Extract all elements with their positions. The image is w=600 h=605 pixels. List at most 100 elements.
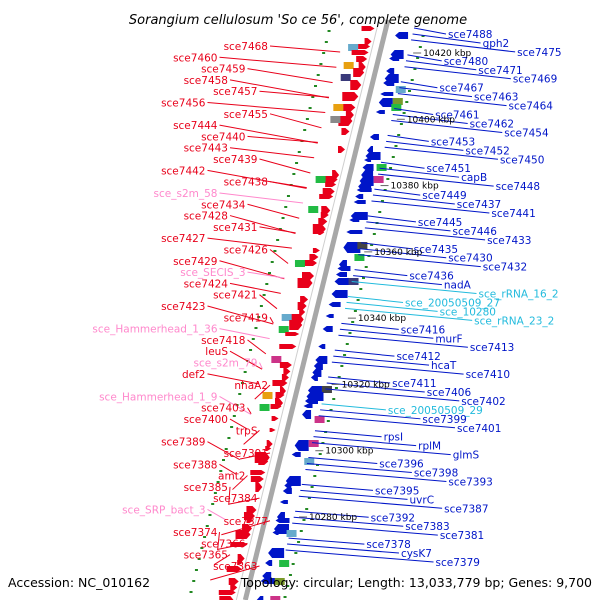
forward-gene-arrow <box>218 590 236 595</box>
tick-mark <box>192 580 196 582</box>
forward-gene-arrow <box>318 230 325 235</box>
right-leader-line <box>334 349 395 357</box>
right-leader-line <box>300 489 408 500</box>
right-leader-line <box>378 173 494 187</box>
right-gene-label: sce7402 <box>461 396 505 408</box>
reverse-gene-arrow <box>378 98 393 107</box>
reverse-gene-arrow <box>364 158 372 162</box>
forward-gene-arrow <box>228 578 239 585</box>
left-leader-line <box>239 452 271 460</box>
reverse-gene-arrow <box>260 578 277 584</box>
left-gene-label: sce7374 <box>173 527 218 539</box>
left-gene-label: sce7439 <box>213 154 257 166</box>
forward-gene-arrow <box>283 368 291 375</box>
tick-mark <box>205 525 209 527</box>
forward-gene-arrow <box>258 458 269 465</box>
tick-mark <box>222 459 226 461</box>
right-gene-label: sce7381 <box>440 530 484 542</box>
right-leader-line <box>311 442 451 456</box>
tick-mark <box>402 112 406 114</box>
right-gene-label: sce7436 <box>409 271 454 283</box>
left-gene-label: sce_SECIS_3 <box>180 267 245 279</box>
right-leader-line <box>326 382 425 393</box>
tick-mark <box>322 52 326 54</box>
reverse-gene-arrow <box>305 398 319 404</box>
forward-gene-arrow <box>319 194 334 199</box>
right-leader-line <box>387 134 429 142</box>
left-leader-line <box>219 192 304 204</box>
reverse-gene-arrow <box>268 548 285 558</box>
tick-mark <box>240 382 244 384</box>
forward-gene-arrow <box>289 320 303 330</box>
left-gene-label: sce7455 <box>224 109 268 121</box>
left-leader-line <box>228 497 260 505</box>
reverse-gene-arrow <box>284 482 292 489</box>
right-gene-label: sce7467 <box>439 83 483 95</box>
tick-mark <box>405 101 409 103</box>
tick-mark <box>302 519 306 521</box>
forward-gene-arrow <box>250 470 266 475</box>
reverse-gene-arrow <box>265 560 273 566</box>
tick-mark <box>372 233 376 235</box>
left-gene-label: sce7419 <box>224 312 268 324</box>
forward-gene-arrow <box>318 218 328 225</box>
left-leader-line <box>229 418 248 430</box>
right-gene-label: sce7401 <box>457 423 501 435</box>
tick-mark <box>203 536 207 538</box>
reverse-gene-arrow <box>353 200 366 204</box>
right-gene-label: capB <box>461 172 487 184</box>
left-leader-line <box>247 203 300 219</box>
left-gene-label: sce_Hammerhead_1_9 <box>99 391 217 403</box>
tick-mark <box>313 475 317 477</box>
forward-gene-arrow <box>342 92 359 101</box>
tick-mark <box>307 497 311 499</box>
reverse-gene-arrow <box>380 92 394 96</box>
tick-mark <box>232 415 236 417</box>
reverse-gene-arrow <box>337 266 351 271</box>
forward-gene-arrow <box>300 296 309 303</box>
right-gene-label: sce7412 <box>396 351 440 363</box>
feature-block <box>333 104 344 111</box>
left-gene-label: sce7384 <box>213 493 258 505</box>
reverse-gene-arrow <box>310 374 318 381</box>
forward-gene-arrow <box>320 212 329 218</box>
right-leader-line <box>328 376 391 384</box>
right-leader-line <box>405 60 477 71</box>
left-leader-line <box>213 554 231 566</box>
tick-mark <box>337 376 341 378</box>
feature-block <box>286 530 297 537</box>
tick-mark <box>314 85 318 87</box>
reverse-gene-arrow <box>272 530 279 535</box>
reverse-gene-arrow <box>336 272 348 277</box>
backbone-guide <box>235 19 380 601</box>
right-leader-line <box>358 254 481 268</box>
right-leader-line <box>287 543 399 554</box>
tick-mark <box>208 514 212 516</box>
forward-gene-arrow <box>265 446 272 451</box>
left-gene-label: sce7418 <box>201 335 245 347</box>
reverse-gene-arrow <box>346 230 363 234</box>
tick-mark <box>288 574 292 576</box>
left-gene-label: trpS <box>236 425 258 437</box>
forward-gene-arrow <box>297 278 313 288</box>
left-leader-line <box>269 317 274 324</box>
right-leader-line <box>361 242 412 250</box>
left-leader-line <box>207 237 292 249</box>
right-gene-label: nadA <box>444 280 472 292</box>
right-leader-line <box>399 87 473 98</box>
right-leader-line <box>306 463 412 474</box>
right-gene-label: sce7461 <box>435 110 479 122</box>
left-leader-line <box>219 328 270 340</box>
feature-block <box>262 392 273 399</box>
right-gene-label: sce7379 <box>436 557 480 569</box>
left-gene-label: sce7400 <box>184 414 228 426</box>
left-gene-label: sce7460 <box>173 52 217 64</box>
left-leader-line <box>217 532 220 551</box>
forward-gene-arrow <box>364 38 372 45</box>
forward-gene-arrow <box>338 116 353 126</box>
tick-mark <box>219 470 223 472</box>
left-gene-label: sce7429 <box>173 256 217 268</box>
scale-label: 10360 kbp <box>374 248 422 258</box>
tick-mark <box>294 552 298 554</box>
